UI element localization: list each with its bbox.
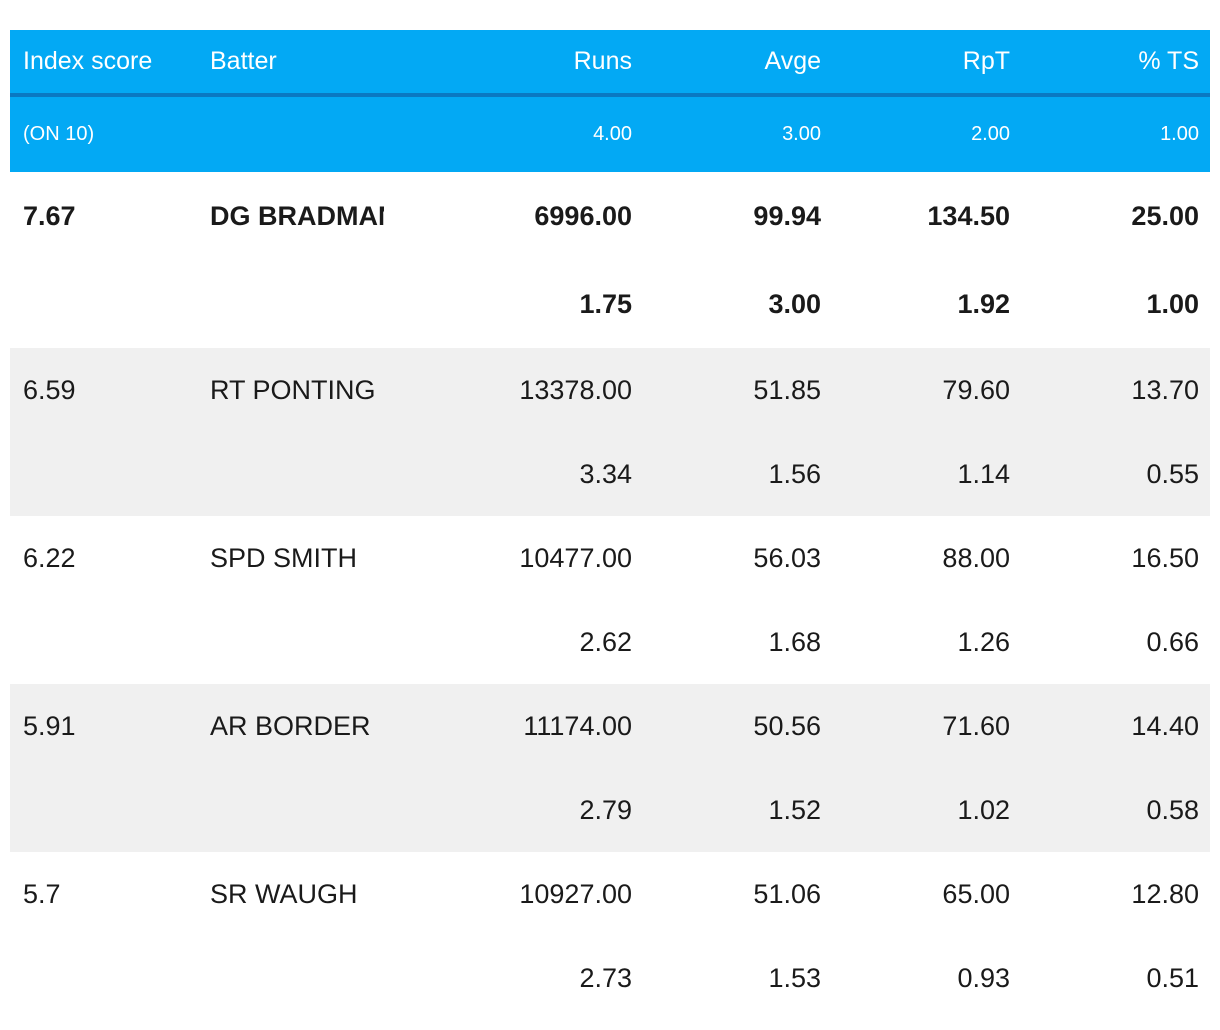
score-ts-cell: 0.51	[1146, 962, 1199, 993]
weights-row: (ON 10) 4.00 3.00 2.00 1.00	[10, 95, 1210, 172]
ts-cell: 13.70	[1021, 348, 1210, 432]
score-rpt-cell: 1.02	[832, 768, 1021, 852]
table-row-stats: 6.59 RT PONTING 13378.00 51.85 79.60 13.…	[10, 348, 1210, 432]
runs-cell: 6996.00	[534, 200, 632, 231]
batter-name-empty	[197, 936, 384, 1020]
batter-name-empty	[197, 260, 384, 348]
batter-index-table-container: Index score Batter Runs Avge RpT % TS (O…	[10, 30, 1210, 1020]
score-ts-cell: 1.00	[1146, 288, 1199, 319]
index-score-empty	[10, 768, 197, 852]
table-row-scores: 2.73 1.53 0.93 0.51	[10, 936, 1210, 1020]
table-row-stats: 5.7 SR WAUGH 10927.00 51.06 65.00 12.80	[10, 852, 1210, 936]
runs-cell: 13378.00	[384, 348, 643, 432]
score-runs-cell: 2.73	[579, 962, 632, 993]
table-body: 7.67 DG BRADMAN 6996.00 99.94 134.50 25.…	[10, 172, 1210, 1020]
rpt-cell: 88.00	[942, 542, 1010, 573]
index-score-cell: 6.59	[10, 348, 197, 432]
rpt-cell: 71.60	[832, 684, 1021, 768]
header-runs[interactable]: Runs	[384, 30, 643, 97]
avge-cell: 50.56	[643, 684, 832, 768]
avge-cell: 56.03	[753, 542, 821, 573]
table-row-scores: 2.79 1.52 1.02 0.58	[10, 768, 1210, 852]
batter-name-empty	[197, 432, 384, 516]
header-index-score[interactable]: Index score	[10, 30, 197, 97]
table-row-scores: 1.75 3.00 1.92 1.00	[10, 260, 1210, 348]
score-avge-cell: 1.68	[768, 626, 821, 657]
weight-runs: 4.00	[384, 95, 643, 172]
score-avge-cell: 1.53	[768, 962, 821, 993]
score-runs-cell: 2.79	[384, 768, 643, 852]
weight-ts: 1.00	[1021, 95, 1210, 172]
score-avge-cell: 3.00	[768, 288, 821, 319]
weights-batter-empty	[197, 95, 384, 172]
table-row-scores: 2.62 1.68 1.26 0.66	[10, 600, 1210, 684]
index-score-cell: 7.67	[23, 200, 76, 231]
batter-name-empty	[197, 768, 384, 852]
score-rpt-cell: 0.93	[957, 962, 1010, 993]
index-score-cell: 5.7	[23, 878, 61, 909]
avge-cell: 51.06	[753, 878, 821, 909]
score-avge-cell: 1.52	[643, 768, 832, 852]
header-rpt[interactable]: RpT	[832, 30, 1021, 97]
score-rpt-cell: 1.14	[832, 432, 1021, 516]
runs-cell: 10927.00	[519, 878, 632, 909]
rpt-cell: 65.00	[942, 878, 1010, 909]
batter-name-cell: SPD SMITH	[210, 542, 358, 573]
batter-name-empty	[197, 600, 384, 684]
score-ts-cell: 0.58	[1021, 768, 1210, 852]
avge-cell: 51.85	[643, 348, 832, 432]
weight-rpt: 2.00	[832, 95, 1021, 172]
table-row-stats: 6.22 SPD SMITH 10477.00 56.03 88.00 16.5…	[10, 516, 1210, 600]
score-rpt-cell: 1.26	[957, 626, 1010, 657]
index-score-cell: 6.22	[23, 542, 76, 573]
header-ts[interactable]: % TS	[1021, 30, 1210, 97]
ts-cell: 12.80	[1131, 878, 1199, 909]
weights-label: (ON 10)	[10, 95, 197, 172]
score-ts-cell: 0.55	[1021, 432, 1210, 516]
table-row-stats: 5.91 AR BORDER 11174.00 50.56 71.60 14.4…	[10, 684, 1210, 768]
index-score-empty	[10, 936, 197, 1020]
runs-cell: 11174.00	[384, 684, 643, 768]
avge-cell: 99.94	[753, 200, 821, 231]
header-batter[interactable]: Batter	[197, 30, 384, 97]
header-avge[interactable]: Avge	[643, 30, 832, 97]
ts-cell: 25.00	[1131, 200, 1199, 231]
table-row-stats: 7.67 DG BRADMAN 6996.00 99.94 134.50 25.…	[10, 172, 1210, 260]
rpt-cell: 134.50	[927, 200, 1010, 231]
score-ts-cell: 0.66	[1146, 626, 1199, 657]
index-score-empty	[10, 432, 197, 516]
table-header: Index score Batter Runs Avge RpT % TS (O…	[10, 30, 1210, 172]
index-score-empty	[10, 600, 197, 684]
batter-name-cell: RT PONTING	[197, 348, 384, 432]
score-rpt-cell: 1.92	[957, 288, 1010, 319]
header-row: Index score Batter Runs Avge RpT % TS	[10, 30, 1210, 97]
rpt-cell: 79.60	[832, 348, 1021, 432]
batter-name-cell: AR BORDER	[197, 684, 384, 768]
score-runs-cell: 1.75	[579, 288, 632, 319]
score-avge-cell: 1.56	[643, 432, 832, 516]
ts-cell: 14.40	[1021, 684, 1210, 768]
table-row-scores: 3.34 1.56 1.14 0.55	[10, 432, 1210, 516]
runs-cell: 10477.00	[519, 542, 632, 573]
score-runs-cell: 2.62	[579, 626, 632, 657]
ts-cell: 16.50	[1131, 542, 1199, 573]
batter-index-table: Index score Batter Runs Avge RpT % TS (O…	[10, 30, 1210, 1020]
batter-name-cell: SR WAUGH	[210, 878, 358, 909]
weight-avge: 3.00	[643, 95, 832, 172]
index-score-cell: 5.91	[10, 684, 197, 768]
score-runs-cell: 3.34	[384, 432, 643, 516]
index-score-empty	[10, 260, 197, 348]
batter-name-cell: DG BRADMAN	[210, 200, 384, 231]
